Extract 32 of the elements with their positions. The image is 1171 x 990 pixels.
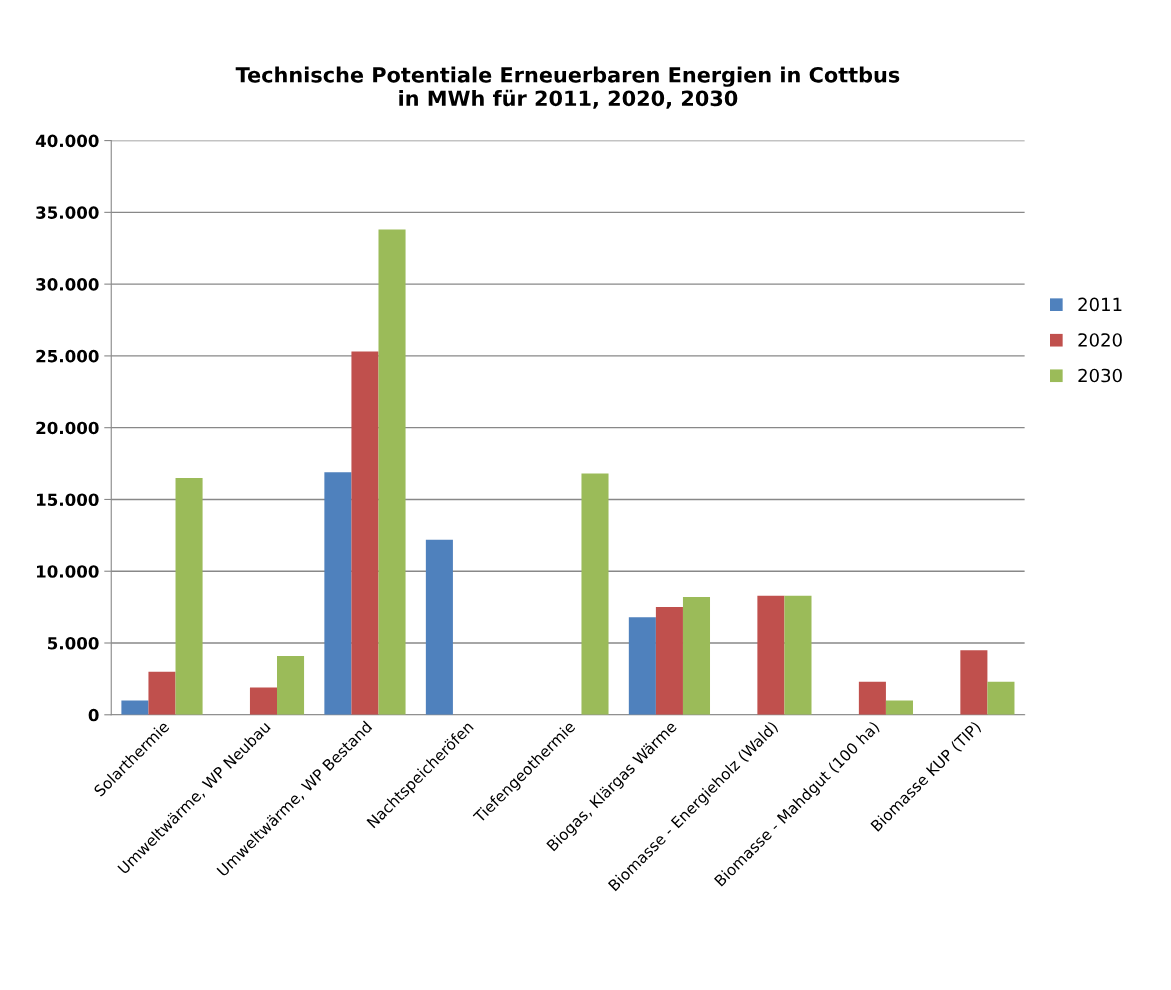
y-tick-label: 0: [88, 708, 99, 722]
y-tick-label: 10.000: [37, 565, 99, 578]
y-tick-label: 5.000: [48, 636, 99, 650]
bar: [858, 681, 886, 715]
bar: [351, 351, 379, 715]
bar: [682, 597, 711, 715]
bar: [628, 617, 656, 715]
bar: [784, 595, 812, 715]
chart-title: Technische Potentiale Erneuerbaren Energien in Cottbus in MWh für 2011, 2020, 2030: [235, 66, 900, 109]
bar: [249, 687, 278, 715]
bar: [378, 229, 406, 715]
bar: [987, 681, 1015, 715]
bar: [885, 700, 913, 715]
legend-label: 2011: [1078, 297, 1122, 312]
y-tick-label: 25.000: [36, 349, 99, 363]
legend-label: 2020: [1078, 333, 1122, 347]
bar: [121, 700, 149, 715]
legend-label: 2030: [1078, 368, 1122, 383]
bar: [581, 473, 609, 715]
y-tick-label: 35.000: [36, 206, 99, 219]
bar: [175, 477, 203, 715]
y-tick-label: 40.000: [35, 134, 99, 148]
bar: [655, 607, 683, 715]
y-tick-label: 20.000: [36, 421, 99, 435]
bar: [757, 595, 785, 715]
bar: [425, 539, 453, 715]
bar: [960, 650, 988, 715]
bar: [277, 655, 305, 715]
y-tick-label: 15.000: [37, 493, 99, 507]
bar: [324, 472, 352, 715]
y-tick-label: 30.000: [36, 278, 99, 291]
bar: [148, 671, 176, 715]
